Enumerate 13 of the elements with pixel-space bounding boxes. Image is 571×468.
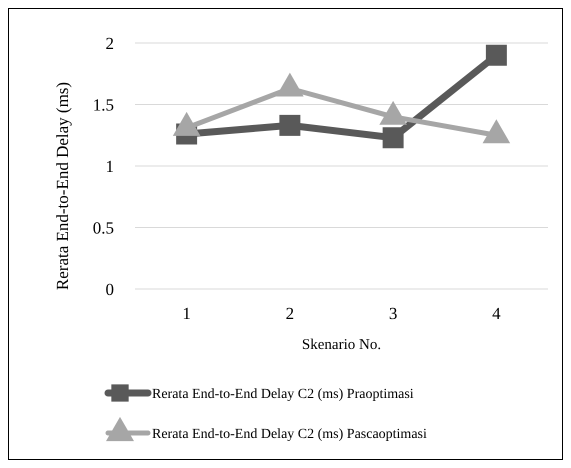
x-tick-label: 3 — [388, 304, 398, 323]
x-tick-label: 4 — [492, 304, 502, 323]
x-tick-label: 1 — [182, 304, 191, 323]
legend-label: Rerata End-to-End Delay C2 (ms) Praoptimasi — [152, 386, 414, 402]
y-tick-label: 1.5 — [92, 95, 114, 114]
y-tick-label: 1 — [106, 156, 114, 176]
legend-label: Rerata End-to-End Delay C2 (ms) Pascaoptimasi — [152, 426, 427, 442]
y-axis-title: Rerata End-to-End Delay (ms) — [53, 82, 72, 290]
y-tick-label: 2 — [106, 34, 114, 53]
y-tick-label: 0 — [106, 280, 114, 299]
y-tick-label: 0.5 — [92, 218, 114, 238]
x-axis-title: Skenario No. — [302, 337, 382, 353]
x-tick-label: 2 — [286, 304, 294, 323]
